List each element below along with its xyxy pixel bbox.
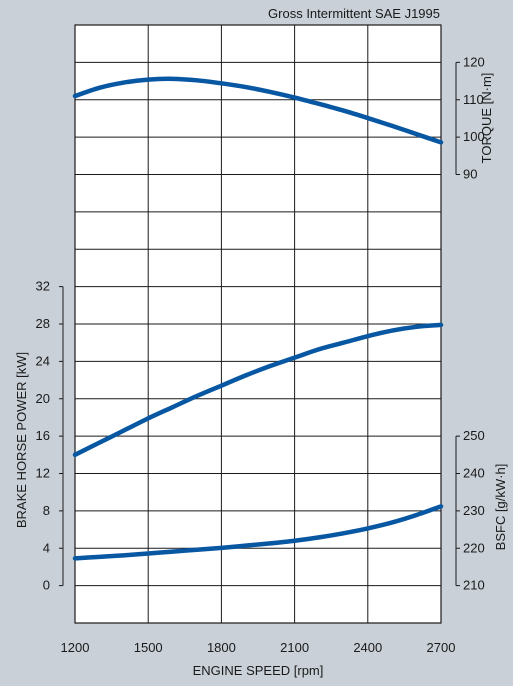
power-tick-label: 24 xyxy=(36,353,50,368)
power-tick-label: 0 xyxy=(43,578,50,593)
x-axis-label: ENGINE SPEED [rpm] xyxy=(193,663,324,678)
torque-tick-label: 100 xyxy=(463,129,485,144)
power-tick-label: 8 xyxy=(43,503,50,518)
axes: 1200 1500 1800 2100 2400 2700 0 4 8 12 16 20 24 28 32 9… xyxy=(36,54,485,655)
bsfc-tick-label: 240 xyxy=(463,466,485,481)
power-axis-label: BRAKE HORSE POWER [kW] xyxy=(14,352,29,528)
x-tick-label: 1200 xyxy=(61,640,90,655)
bsfc-axis-label: BSFC [g/kW·h] xyxy=(493,464,508,551)
torque-axis-label: TORQUE [N·m] xyxy=(479,73,494,164)
bsfc-curve xyxy=(72,504,444,561)
torque-curve xyxy=(72,76,444,145)
bsfc-tick-label: 250 xyxy=(463,428,485,443)
torque-tick-label: 110 xyxy=(463,92,484,107)
x-tick-label: 2100 xyxy=(280,640,309,655)
torque-tick-label: 120 xyxy=(463,54,485,69)
power-tick-label: 20 xyxy=(36,391,50,406)
power-curve xyxy=(72,322,444,458)
chart-title: Gross Intermittent SAE J1995 xyxy=(268,6,440,21)
x-tick-label: 2700 xyxy=(427,640,456,655)
power-tick-label: 28 xyxy=(36,316,50,331)
power-tick-label: 16 xyxy=(36,428,50,443)
power-tick-label: 12 xyxy=(36,466,50,481)
x-tick-label: 2400 xyxy=(353,640,382,655)
torque-tick-label: 90 xyxy=(463,167,477,182)
power-tick-label: 4 xyxy=(43,540,50,555)
x-tick-label: 1500 xyxy=(134,640,163,655)
bsfc-tick-label: 230 xyxy=(463,503,485,518)
grid-lines xyxy=(75,25,441,623)
power-tick-label: 32 xyxy=(36,279,50,294)
bsfc-tick-label: 210 xyxy=(463,578,485,593)
x-tick-label: 1800 xyxy=(207,640,236,655)
bsfc-tick-label: 220 xyxy=(463,540,485,555)
series-lines xyxy=(72,76,444,561)
